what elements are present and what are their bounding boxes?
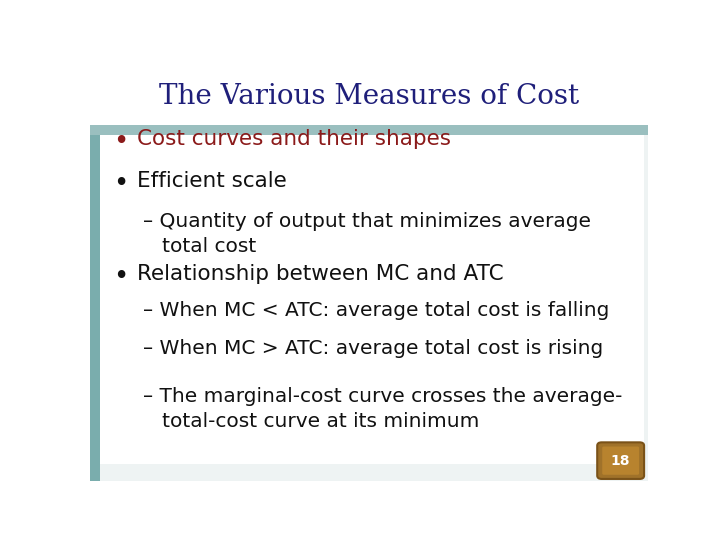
FancyBboxPatch shape: [100, 136, 644, 464]
Text: Relationship between MC and ATC: Relationship between MC and ATC: [138, 265, 504, 285]
Text: •: •: [113, 171, 128, 197]
Text: – When MC < ATC: average total cost is falling: – When MC < ATC: average total cost is f…: [143, 301, 609, 320]
FancyBboxPatch shape: [602, 447, 639, 475]
Text: – The marginal-cost curve crosses the average-
   total-cost curve at its minimu: – The marginal-cost curve crosses the av…: [143, 387, 622, 431]
FancyBboxPatch shape: [597, 442, 644, 479]
Text: 18: 18: [611, 454, 631, 468]
FancyBboxPatch shape: [90, 125, 648, 481]
Text: The Various Measures of Cost: The Various Measures of Cost: [159, 83, 579, 110]
Text: Cost curves and their shapes: Cost curves and their shapes: [138, 129, 451, 149]
Text: – When MC > ATC: average total cost is rising: – When MC > ATC: average total cost is r…: [143, 339, 603, 358]
FancyBboxPatch shape: [90, 136, 100, 481]
Text: •: •: [113, 129, 128, 155]
Text: •: •: [113, 265, 128, 291]
Text: – Quantity of output that minimizes average
   total cost: – Quantity of output that minimizes aver…: [143, 212, 591, 256]
Text: Efficient scale: Efficient scale: [138, 171, 287, 191]
FancyBboxPatch shape: [90, 65, 648, 125]
FancyBboxPatch shape: [90, 125, 648, 136]
